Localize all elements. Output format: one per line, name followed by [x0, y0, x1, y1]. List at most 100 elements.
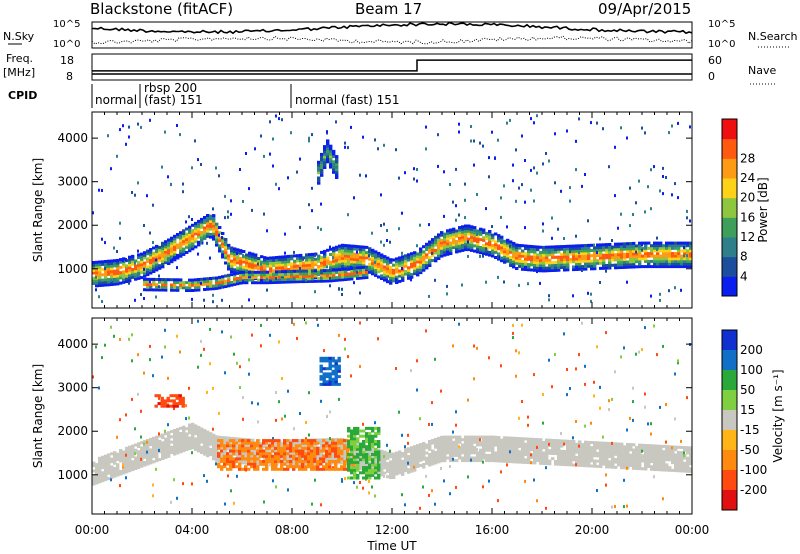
power-cell: [299, 269, 303, 273]
velocity-noise: [674, 372, 676, 376]
velocity-noise: [575, 463, 577, 467]
velocity-cell: [280, 462, 284, 466]
power-cell: [482, 231, 486, 235]
power-cell: [560, 266, 564, 269]
power-cell: [164, 242, 168, 246]
power-cell: [179, 236, 183, 240]
power-cell: [416, 252, 420, 256]
velocity-cell: [443, 435, 447, 439]
velocity-cell: [113, 472, 117, 476]
velocity-cell: [241, 454, 245, 458]
velocity-cell: [656, 449, 660, 453]
velocity-cell: [512, 442, 516, 445]
power-noise: [488, 156, 490, 160]
velocity-noise: [209, 362, 211, 366]
velocity-cell: [98, 480, 102, 484]
power-cell: [146, 277, 150, 281]
power-cell: [125, 269, 129, 273]
velocity-cell: [557, 439, 561, 443]
velocity-cell: [434, 458, 438, 462]
power-cell: [584, 259, 588, 263]
velocity-cell: [131, 449, 135, 453]
velocity-cell: [482, 443, 486, 447]
velocity-cell: [404, 458, 408, 462]
power-cell: [386, 274, 390, 278]
velocity-cell: [437, 444, 441, 448]
velocity-noise: [389, 449, 391, 453]
velocity-cell: [386, 464, 390, 468]
velocity-cell: [256, 452, 260, 456]
power-noise: [473, 139, 475, 143]
power-noise: [524, 226, 526, 230]
velocity-noise: [404, 503, 406, 507]
velocity-noise: [323, 349, 325, 353]
power-cell: [272, 264, 276, 268]
power-noise: [359, 291, 361, 295]
power-noise: [308, 136, 310, 140]
power-cell: [542, 256, 546, 260]
velocity-cell: [518, 458, 522, 461]
velocity-cell: [647, 452, 651, 455]
power-cell: [548, 248, 552, 252]
velocity-cell: [410, 461, 414, 465]
power-cell: [245, 261, 249, 265]
velocity-cell: [533, 445, 537, 449]
power-cell: [296, 254, 300, 258]
power-cell: [452, 235, 456, 239]
velocity-cell: [521, 442, 525, 446]
velocity-cell: [683, 469, 687, 473]
power-cell: [248, 273, 252, 277]
power-cell: [620, 252, 624, 256]
velocity-noise: [140, 409, 142, 413]
power-cell: [185, 251, 189, 254]
power-cell: [236, 269, 240, 273]
velocity-cell: [268, 460, 272, 463]
power-cell: [413, 251, 417, 255]
power-noise: [650, 294, 652, 298]
velocity-cell: [479, 435, 483, 439]
velocity-cell: [164, 442, 168, 446]
velocity-cell: [662, 465, 666, 469]
power-cell: [239, 278, 243, 282]
power-cell: [491, 251, 495, 255]
power-noise: [332, 256, 334, 260]
power-cell: [617, 250, 621, 254]
power-cell: [251, 260, 255, 264]
velocity-cell: [632, 448, 636, 452]
velocity-cell: [674, 461, 678, 465]
velocity-noise: [119, 418, 121, 422]
velocity-cell: [440, 454, 444, 458]
power-cell: [377, 267, 381, 271]
velocity-cell: [206, 446, 210, 450]
power-cell: [224, 248, 228, 252]
velocity-cell: [241, 449, 245, 453]
velocity-cell: [509, 444, 513, 448]
power-cell: [362, 265, 366, 269]
power-cell: [686, 249, 690, 253]
power-cell: [170, 236, 174, 240]
power-cell: [422, 258, 426, 262]
power-cell: [512, 255, 516, 258]
power-cell: [266, 270, 270, 274]
power-cell: [215, 241, 219, 244]
velocity-cell: [542, 446, 546, 450]
power-cell: [272, 269, 276, 273]
power-cell: [584, 246, 588, 250]
power-cell: [500, 235, 504, 239]
velocity-cell: [452, 448, 456, 452]
power-cell: [617, 255, 621, 259]
velocity-cell: [236, 437, 240, 441]
power-cell: [332, 152, 336, 156]
power-noise: [281, 118, 283, 122]
power-cell: [224, 274, 228, 278]
power-cell: [224, 238, 228, 241]
power-cell: [419, 258, 423, 261]
power-cell: [353, 263, 357, 267]
power-cell: [602, 256, 606, 260]
power-cell: [323, 260, 327, 264]
velocity-cell: [110, 457, 114, 461]
power-noise: [152, 241, 154, 244]
velocity-cell: [407, 449, 411, 453]
power-noise: [182, 190, 184, 194]
power-cell: [428, 258, 432, 262]
